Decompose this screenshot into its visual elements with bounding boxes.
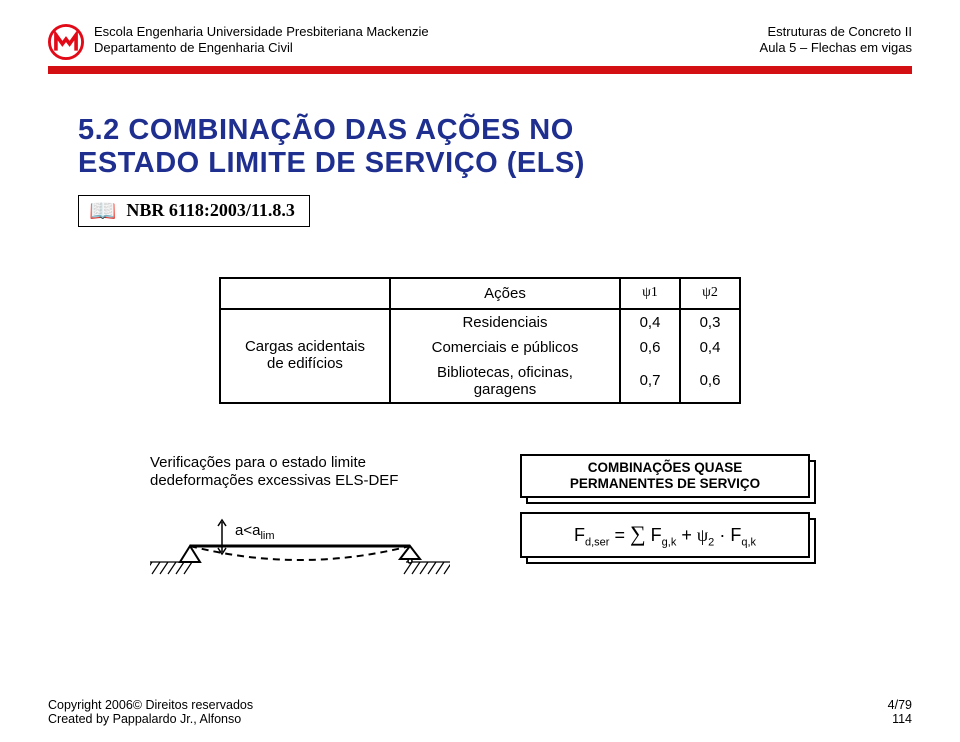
table-cell-value: 0,7 — [620, 360, 680, 403]
bottom-row: Verificações para o estado limite dedefo… — [78, 454, 882, 594]
header-right: Estruturas de Concreto II Aula 5 – Flech… — [760, 24, 912, 57]
table-cell-category: Bibliotecas, oficinas, garagens — [390, 360, 620, 403]
table-cell-category: Comerciais e públicos — [390, 335, 620, 360]
table-cell-value: 0,3 — [680, 309, 740, 335]
combination-title-box: COMBINAÇÕES QUASE PERMANENTES DE SERVIÇO — [520, 454, 820, 498]
footer-right: 4/79 114 — [888, 698, 912, 726]
footer-left: Copyright 2006© Direitos reservados Crea… — [48, 698, 253, 726]
beam-svg-icon — [150, 504, 450, 594]
table-head-psi1: ψ1 — [620, 278, 680, 309]
table-cell-value: 0,6 — [680, 360, 740, 403]
table-rowgroup-label: Cargas acidentais de edifícios — [220, 309, 390, 403]
table-cell-value: 0,4 — [680, 335, 740, 360]
institution-line: Escola Engenharia Universidade Presbiter… — [94, 24, 429, 40]
course-line: Estruturas de Concreto II — [760, 24, 912, 40]
slide-number: 114 — [888, 712, 912, 726]
formula-box: Fd,ser = ∑ Fg,k + ψ2 · Fq,k — [520, 512, 820, 558]
formula: Fd,ser = ∑ Fg,k + ψ2 · Fq,k — [520, 512, 810, 558]
deflection-limit-label: a<alim — [235, 522, 275, 542]
table-row: Cargas acidentais de edifícios Residenci… — [220, 309, 740, 335]
page-number: 4/79 — [888, 698, 912, 712]
header: Escola Engenharia Universidade Presbiter… — [48, 24, 912, 60]
main-content: 5.2 COMBINAÇÃO DAS AÇÕES NO ESTADO LIMIT… — [48, 74, 912, 594]
footer: Copyright 2006© Direitos reservados Crea… — [48, 698, 912, 726]
combination-title: COMBINAÇÕES QUASE PERMANENTES DE SERVIÇO — [520, 454, 810, 498]
book-icon: 📖 — [89, 200, 116, 222]
slide-title-line2: ESTADO LIMITE DE SERVIÇO (ELS) — [78, 147, 882, 180]
slide-page: Escola Engenharia Universidade Presbiter… — [0, 0, 960, 742]
header-left: Escola Engenharia Universidade Presbiter… — [48, 24, 429, 60]
actions-table: Ações ψ1 ψ2 Cargas acidentais de edifíci… — [219, 277, 741, 404]
lecture-line: Aula 5 – Flechas em vigas — [760, 40, 912, 56]
slide-title-line1: 5.2 COMBINAÇÃO DAS AÇÕES NO — [78, 114, 882, 147]
author-line: Created by Pappalardo Jr., Alfonso — [48, 712, 253, 726]
department-line: Departamento de Engenharia Civil — [94, 40, 429, 56]
table-cell-category: Residenciais — [390, 309, 620, 335]
header-left-text: Escola Engenharia Universidade Presbiter… — [94, 24, 429, 57]
nbr-reference-box: 📖 NBR 6118:2003/11.8.3 — [78, 195, 310, 227]
verification-block: Verificações para o estado limite dedefo… — [150, 454, 450, 594]
nbr-label: NBR 6118:2003/11.8.3 — [126, 200, 295, 221]
table-container: Ações ψ1 ψ2 Cargas acidentais de edifíci… — [78, 277, 882, 404]
table-head-empty — [220, 278, 390, 309]
table-cell-value: 0,4 — [620, 309, 680, 335]
combination-block: COMBINAÇÕES QUASE PERMANENTES DE SERVIÇO… — [520, 454, 820, 558]
table-head-psi2: ψ2 — [680, 278, 740, 309]
table-cell-value: 0,6 — [620, 335, 680, 360]
beam-diagram: a<alim — [150, 504, 450, 594]
verification-text: Verificações para o estado limite dedefo… — [150, 454, 450, 490]
header-divider-bar — [48, 66, 912, 74]
mackenzie-logo-icon — [48, 24, 84, 60]
table-head-actions: Ações — [390, 278, 620, 309]
copyright-line: Copyright 2006© Direitos reservados — [48, 698, 253, 712]
